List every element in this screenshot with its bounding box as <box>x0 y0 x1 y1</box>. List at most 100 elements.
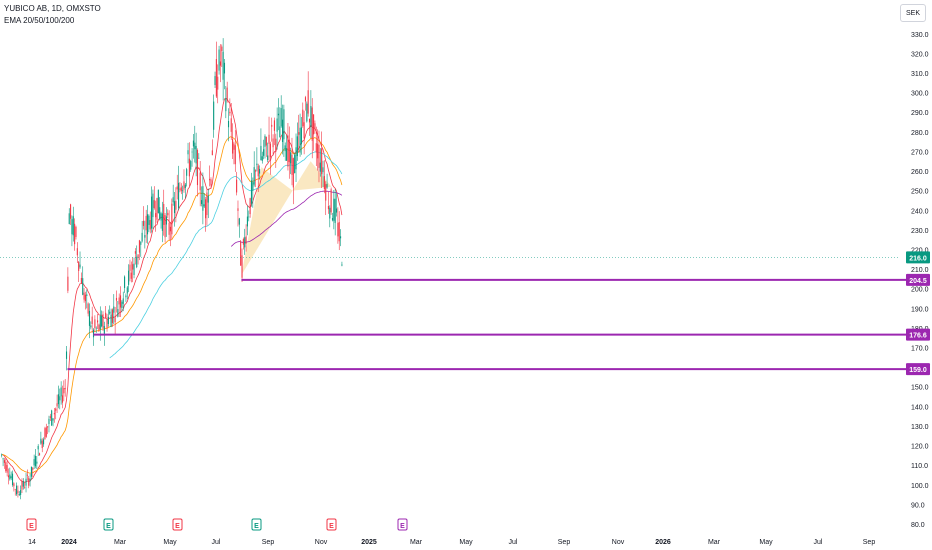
candle-body <box>223 62 226 74</box>
candle-body <box>254 170 257 172</box>
candle-body <box>240 241 242 266</box>
y-tick-label: 200.0 <box>911 287 929 294</box>
candle-body <box>142 220 145 226</box>
ema-200-line <box>230 190 343 247</box>
candle-body <box>226 87 228 100</box>
earnings-marker[interactable]: E <box>326 518 337 531</box>
y-tick-label: 100.0 <box>911 483 929 490</box>
candle-body <box>213 101 215 130</box>
pattern-fill <box>241 161 332 275</box>
candle-body <box>287 135 289 167</box>
candle-body <box>194 142 196 150</box>
candle-body <box>128 270 130 285</box>
y-tick-label: 150.0 <box>911 385 929 392</box>
candle-body <box>2 458 4 460</box>
candle-body <box>103 326 105 334</box>
x-tick-label: Jul <box>212 539 221 546</box>
x-tick-label: Sep <box>558 539 571 546</box>
candle-body <box>17 490 19 494</box>
candle-body <box>126 287 128 294</box>
candle-body <box>122 298 124 304</box>
candle-body <box>307 90 309 114</box>
earnings-marker-box <box>172 518 183 531</box>
earnings-marker[interactable]: E <box>397 518 408 531</box>
candle-body <box>76 248 78 256</box>
candle-body <box>156 198 158 220</box>
candle-body <box>24 487 26 489</box>
candle-body <box>318 144 320 168</box>
candle-body <box>172 197 174 203</box>
x-tick-label: 2024 <box>61 539 77 546</box>
candle-body <box>47 426 49 428</box>
candle-body <box>257 165 259 177</box>
candle-body <box>273 120 275 131</box>
candle-body <box>90 325 92 328</box>
candle-body <box>334 198 336 223</box>
candle-body <box>18 494 20 496</box>
earnings-marker[interactable]: E <box>251 518 262 531</box>
candle-body <box>64 388 66 390</box>
candle-body <box>215 59 217 97</box>
y-tick-label: 130.0 <box>911 424 929 431</box>
candle-body <box>199 172 201 191</box>
level-label: 176.6 <box>909 333 927 340</box>
currency-button[interactable]: SEK <box>900 4 926 22</box>
candle-body <box>121 301 123 309</box>
x-tick-label: Mar <box>410 539 423 546</box>
candle-body <box>164 215 166 238</box>
candle-body <box>253 167 255 185</box>
candle-body <box>45 427 47 437</box>
y-tick-label: 320.0 <box>911 51 929 58</box>
pattern-triangle <box>241 167 293 275</box>
candle-body <box>21 481 23 490</box>
candle-body <box>268 134 270 144</box>
candle-body <box>264 135 266 147</box>
ema-50-line <box>1 136 343 474</box>
candle-body <box>244 237 246 248</box>
candle-body <box>49 416 51 418</box>
y-tick-label: 210.0 <box>911 267 929 274</box>
y-tick-label: 140.0 <box>911 404 929 411</box>
y-tick-label: 290.0 <box>911 110 929 117</box>
candle-body <box>178 182 180 209</box>
candle-body <box>319 162 321 172</box>
candle-body <box>67 276 69 291</box>
earnings-marker[interactable]: E <box>172 518 183 531</box>
earnings-marker-label: E <box>29 523 34 530</box>
candle-body <box>132 264 134 270</box>
candle-body <box>149 220 151 230</box>
earnings-marker-label: E <box>254 523 259 530</box>
x-tick-label: Jul <box>509 539 518 546</box>
earnings-marker[interactable]: E <box>26 518 37 531</box>
candle-body <box>180 187 182 192</box>
candle-body <box>80 277 82 284</box>
y-tick-label: 240.0 <box>911 208 929 215</box>
earnings-marker[interactable]: E <box>103 518 114 531</box>
candle-body <box>40 438 42 444</box>
indicator-label[interactable]: EMA 20/50/100/200 <box>4 16 75 25</box>
earnings-marker-label: E <box>175 523 180 530</box>
candle-body <box>138 240 140 253</box>
candle-body <box>33 459 35 466</box>
candle-body <box>225 97 227 112</box>
x-tick-label: 2025 <box>361 539 377 546</box>
candle-body <box>163 204 165 225</box>
candle-body <box>129 264 131 271</box>
candle-body <box>110 314 112 328</box>
candle-body <box>214 76 216 86</box>
last-price-badge <box>906 251 930 264</box>
candle-body <box>78 261 80 271</box>
candle-body <box>218 49 220 71</box>
candle-body <box>330 189 332 213</box>
candle-body <box>222 51 224 80</box>
candle-body <box>152 193 154 218</box>
y-tick-label: 260.0 <box>911 169 929 176</box>
candle-body <box>153 200 155 209</box>
candle-body <box>272 138 274 148</box>
earnings-marker-label: E <box>329 523 334 530</box>
candle-body <box>300 127 302 145</box>
candles <box>1 38 343 500</box>
candle-body <box>146 214 149 235</box>
candle-body <box>232 139 234 154</box>
